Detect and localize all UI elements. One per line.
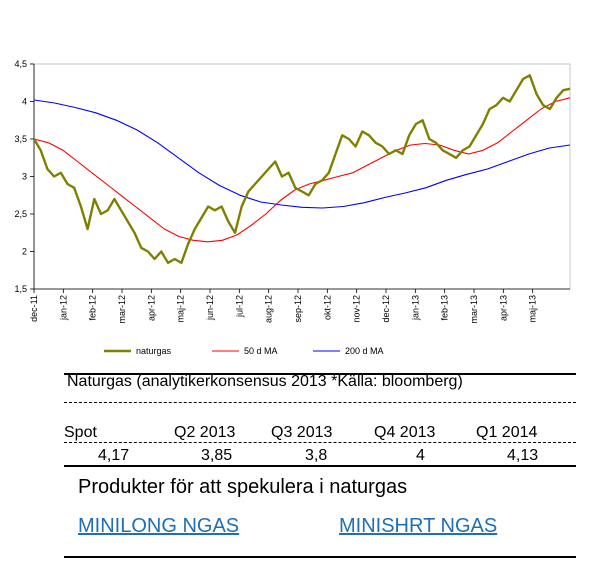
y-tick-label: 4 bbox=[22, 97, 27, 107]
x-tick-label: apr-12 bbox=[146, 295, 156, 321]
x-tick-label: nov-12 bbox=[352, 295, 362, 323]
divider-top bbox=[64, 373, 576, 375]
divider-middle bbox=[64, 465, 576, 467]
consensus-title: Naturgas (analytikerkonsensus 2013 *Käll… bbox=[67, 373, 463, 390]
value-q1-2014: 4,13 bbox=[507, 447, 539, 464]
x-tick-label: jan-13 bbox=[410, 295, 420, 321]
header-q1-2014: Q1 2014 bbox=[476, 424, 538, 441]
x-tick-label: maj-13 bbox=[528, 295, 538, 323]
header-spot: Spot bbox=[64, 424, 97, 441]
x-axis: dec-11 jan-12 feb-12 mar-12 apr-12 maj-12 jun-… bbox=[29, 288, 570, 324]
value-spot: 4,17 bbox=[98, 447, 130, 464]
legend-label: 50 d MA bbox=[244, 346, 278, 356]
naturgas-chart: 1,5 2 2,5 3 3,5 4 4,5 dec-11 jan-12 feb-12 mar-12… bbox=[14, 59, 571, 356]
x-tick-label: mar-12 bbox=[117, 295, 127, 324]
value-q3-2013: 3,8 bbox=[305, 447, 328, 464]
x-tick-label: apr-13 bbox=[498, 295, 508, 321]
x-tick-label: maj-12 bbox=[176, 295, 186, 323]
series-line-naturgas bbox=[32, 74, 571, 264]
value-q2-2013: 3,85 bbox=[201, 447, 233, 464]
consensus-table-header: Spot Q2 2013 Q3 2013 Q4 2013 Q1 2014 bbox=[64, 424, 576, 444]
x-tick-label: mar-13 bbox=[469, 295, 479, 324]
y-tick-label: 1,5 bbox=[14, 284, 27, 294]
legend-label: 200 d MA bbox=[345, 346, 384, 356]
products-title: Produkter för att spekulera i naturgas bbox=[78, 476, 408, 498]
y-tick-label: 4,5 bbox=[14, 59, 27, 69]
x-tick-label: okt-12 bbox=[322, 295, 332, 320]
x-tick-label: dec-11 bbox=[29, 295, 39, 322]
minilong-ngas-link[interactable]: MINILONG NGAS bbox=[78, 515, 240, 537]
legend-label: naturgas bbox=[136, 346, 172, 356]
y-tick-label: 3 bbox=[22, 172, 27, 182]
consensus-table-row: 4,17 3,85 3,8 4 4,13 bbox=[64, 447, 576, 467]
plot-area bbox=[33, 63, 571, 290]
x-tick-label: dec-12 bbox=[381, 295, 391, 323]
header-q3-2013: Q3 2013 bbox=[271, 424, 333, 441]
x-tick-label: feb-12 bbox=[88, 295, 98, 321]
x-tick-label: jul-12 bbox=[234, 295, 244, 318]
divider-dashed-2 bbox=[64, 442, 576, 443]
y-tick-label: 3,5 bbox=[14, 134, 27, 144]
series-line-200-d-ma bbox=[33, 99, 571, 209]
divider-bottom bbox=[64, 556, 576, 558]
x-tick-label: jan-12 bbox=[58, 295, 68, 321]
minishrt-ngas-link[interactable]: MINISHRT NGAS bbox=[339, 515, 498, 537]
header-q4-2013: Q4 2013 bbox=[374, 424, 436, 441]
x-tick-label: jun-12 bbox=[205, 295, 215, 321]
y-tick-label: 2,5 bbox=[14, 209, 27, 219]
header-q2-2013: Q2 2013 bbox=[174, 424, 236, 441]
value-q4-2013: 4 bbox=[416, 447, 425, 464]
x-tick-label: aug-12 bbox=[264, 295, 274, 323]
y-axis: 1,5 2 2,5 3 3,5 4 4,5 bbox=[14, 59, 35, 294]
legend: naturgas 50 d MA 200 d MA bbox=[104, 346, 384, 356]
y-tick-label: 2 bbox=[22, 247, 27, 257]
x-tick-label: feb-13 bbox=[440, 295, 450, 321]
divider-dashed-1 bbox=[64, 402, 576, 403]
x-tick-label: sep-12 bbox=[293, 295, 303, 323]
series-layer bbox=[32, 74, 571, 264]
series-line-50-d-ma bbox=[33, 97, 571, 243]
